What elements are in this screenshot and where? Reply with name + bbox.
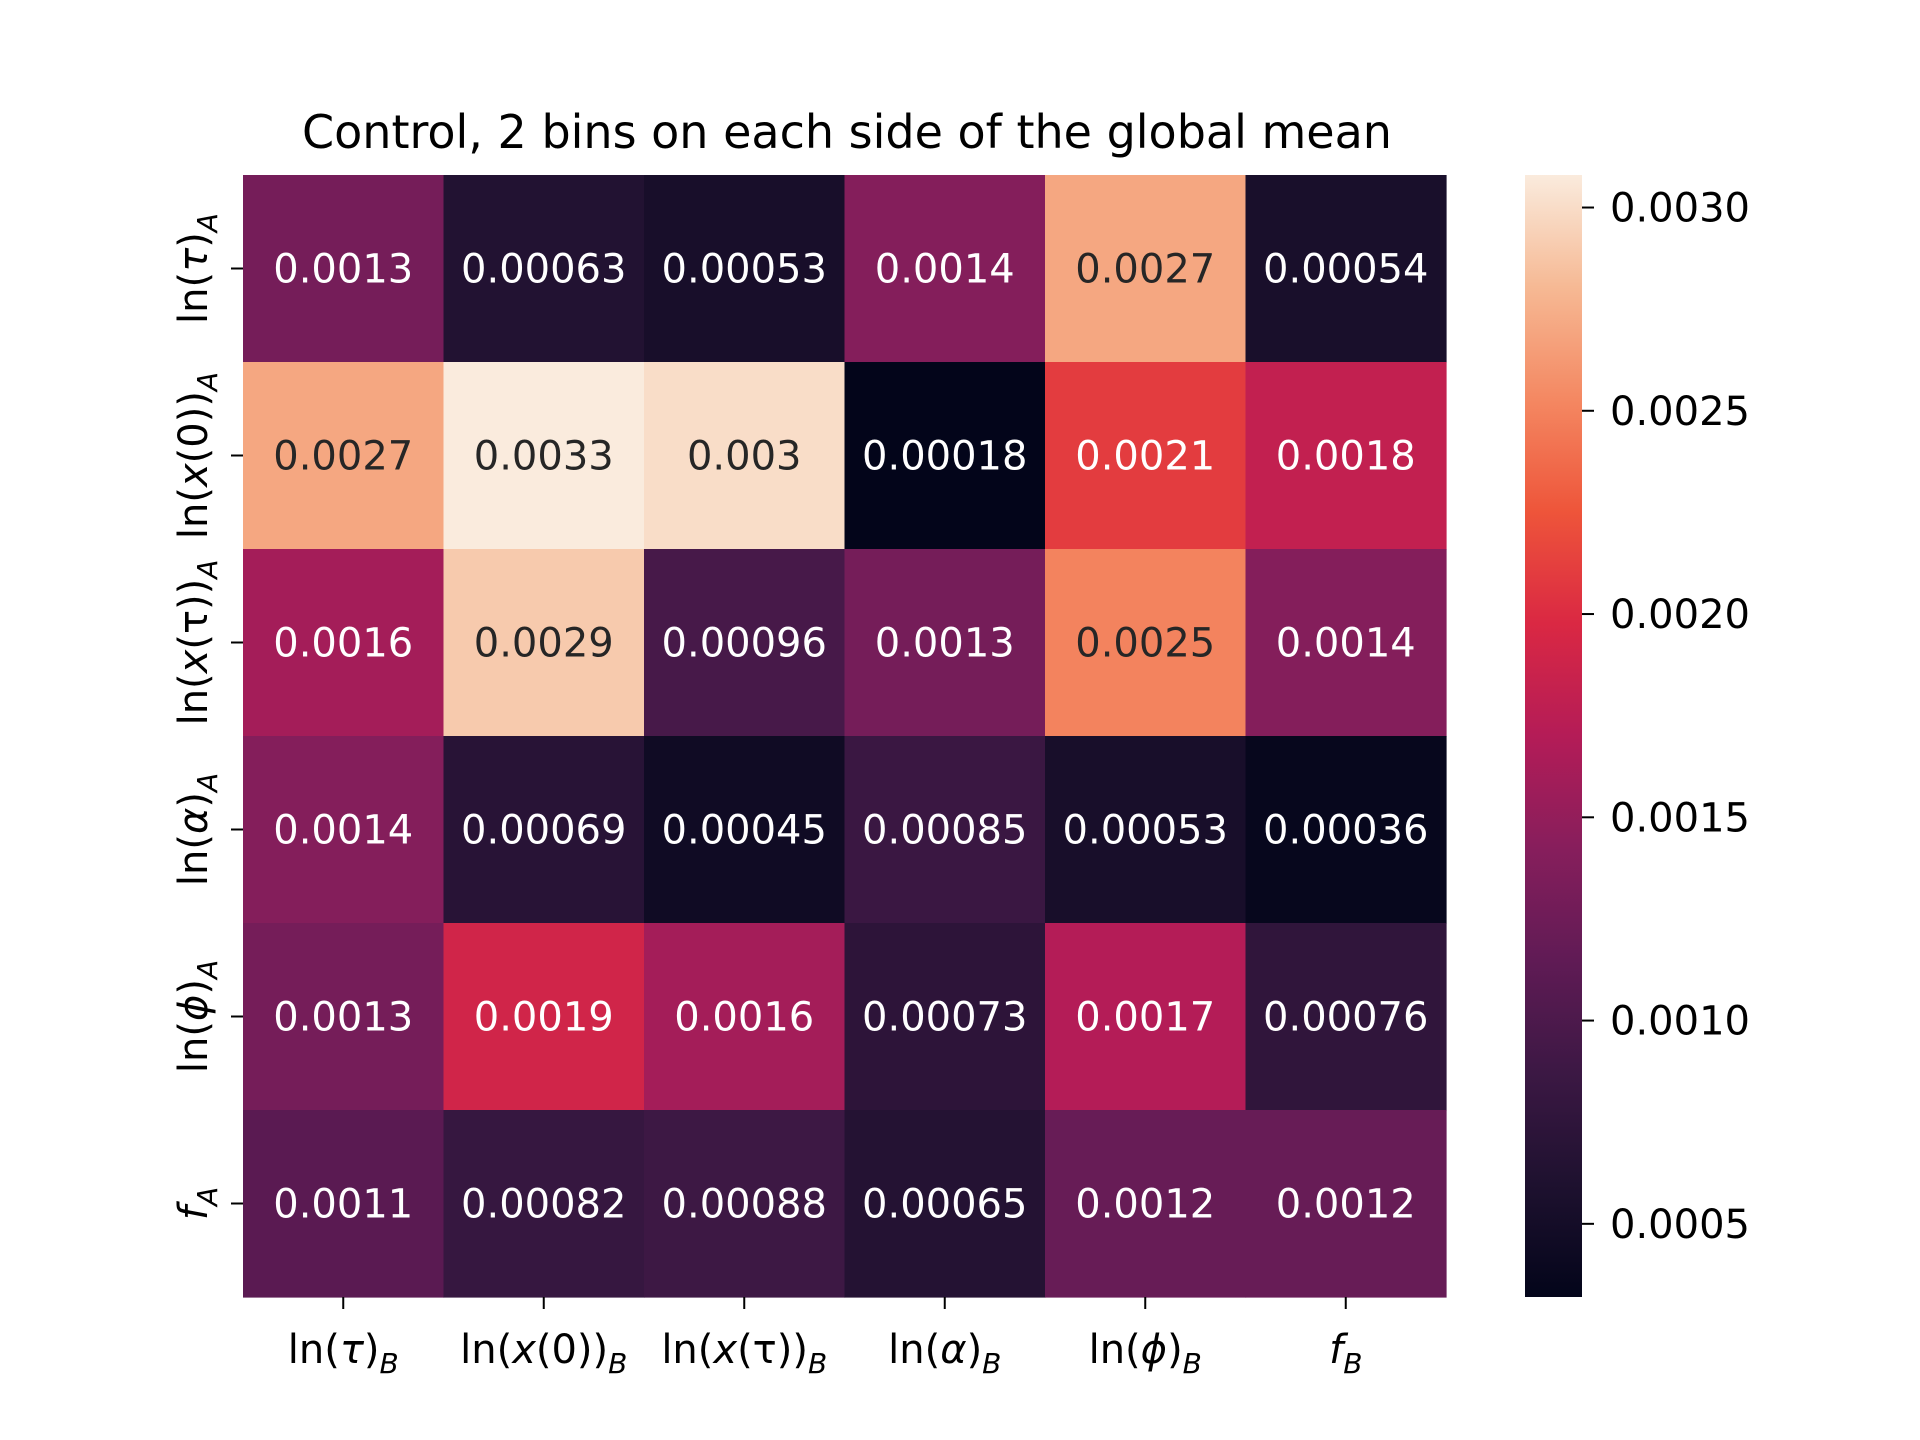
cell-value-label: 0.0012: [1075, 1182, 1215, 1228]
heatmap-cell: [644, 362, 846, 550]
cell-value-label: 0.0013: [875, 621, 1015, 667]
heatmap-cell: [844, 362, 1046, 550]
heatmap-cell: [844, 923, 1046, 1111]
chart-title: Control, 2 bins on each side of the glob…: [302, 105, 1392, 159]
heatmap-cell: [1045, 362, 1247, 550]
y-axis: ln(τ)A ln(x(0))A ln(x(τ))A ln(α)A ln(ϕ)A fA: [171, 213, 243, 1220]
y-tick-label: ln(ϕ)A: [171, 960, 224, 1073]
heatmap-cell: [1245, 549, 1447, 737]
x-tick-label: ln(τ)B: [288, 1327, 399, 1380]
heatmap-cell: [1045, 549, 1247, 737]
heatmap-cell: [443, 362, 645, 550]
heatmap-cell: [1245, 736, 1447, 924]
heatmap-cell: [844, 1110, 1046, 1298]
cell-value-label: 0.00063: [461, 247, 626, 293]
cell-value-label: 0.0013: [273, 247, 413, 293]
heatmap-cells: 0.0013 0.00063 0.00053 0.0014 0.0027 0.00054 0…: [243, 175, 1447, 1298]
heatmap-cell: [1045, 736, 1247, 924]
heatmap-cell: [644, 1110, 846, 1298]
cell-value-label: 0.00065: [862, 1182, 1027, 1228]
cell-value-label: 0.00036: [1263, 808, 1428, 854]
heatmap-cell: [243, 549, 445, 737]
y-tick-label: ln(α)A: [171, 773, 224, 886]
cell-value-label: 0.00096: [662, 621, 827, 667]
colorbar-tick-label: 0.0015: [1610, 795, 1750, 841]
heatmap-cell: [644, 923, 846, 1111]
heatmap-cell: [243, 923, 445, 1111]
colorbar-tick-label: 0.0030: [1610, 186, 1750, 232]
heatmap-cell: [1045, 923, 1247, 1111]
heatmap-cell: [443, 549, 645, 737]
colorbar: 0.0005 0.0010 0.0015 0.0020 0.0025 0.0030: [1525, 175, 1750, 1297]
colorbar-tick-label: 0.0010: [1610, 999, 1750, 1045]
cell-value-label: 0.0016: [674, 995, 814, 1041]
cell-value-label: 0.00073: [862, 995, 1027, 1041]
heatmap-cell: [243, 1110, 445, 1298]
cell-value-label: 0.00082: [461, 1182, 626, 1228]
x-tick-label: fB: [1329, 1327, 1362, 1380]
colorbar-tick-label: 0.0005: [1610, 1202, 1750, 1248]
y-tick-label: ln(τ)A: [171, 213, 224, 324]
cell-value-label: 0.0013: [273, 995, 413, 1041]
x-axis: ln(τ)B ln(x(0))B ln(x(τ))B ln(α)B ln(ϕ)B fB: [288, 1297, 1362, 1380]
cell-value-label: 0.0033: [474, 434, 614, 480]
cell-value-label: 0.00053: [662, 247, 827, 293]
heatmap-cell: [1245, 362, 1447, 550]
heatmap-cell: [243, 362, 445, 550]
cell-value-label: 0.0014: [273, 808, 413, 854]
cell-value-label: 0.00045: [662, 808, 827, 854]
cell-value-label: 0.0011: [273, 1182, 413, 1228]
cell-value-label: 0.0018: [1276, 434, 1416, 480]
cell-value-label: 0.0029: [474, 621, 614, 667]
cell-value-label: 0.00054: [1263, 247, 1428, 293]
cell-value-label: 0.0012: [1276, 1182, 1416, 1228]
colorbar-tick-label: 0.0020: [1610, 592, 1750, 638]
heatmap-cell: [243, 736, 445, 924]
heatmap-cell: [1245, 923, 1447, 1111]
cell-value-label: 0.0014: [875, 247, 1015, 293]
heatmap-cell: [844, 175, 1046, 363]
heatmap-cell: [443, 923, 645, 1111]
heatmap-cell: [443, 175, 645, 363]
heatmap-cell: [644, 549, 846, 737]
heatmap-cell: [844, 549, 1046, 737]
x-tick-label: ln(ϕ)B: [1089, 1327, 1202, 1380]
cell-value-label: 0.00088: [662, 1182, 827, 1228]
y-tick-label: ln(x(τ))A: [171, 560, 224, 726]
heatmap-cell: [1045, 175, 1247, 363]
cell-value-label: 0.0027: [273, 434, 413, 480]
heatmap-cell: [1245, 175, 1447, 363]
x-tick-label: ln(x(0))B: [460, 1327, 627, 1380]
heatmap-cell: [644, 736, 846, 924]
heatmap-cell: [243, 175, 445, 363]
cell-value-label: 0.00076: [1263, 995, 1428, 1041]
x-tick-label: ln(x(τ))B: [661, 1327, 827, 1380]
heatmap-cell: [443, 736, 645, 924]
y-tick-label: ln(x(0))A: [171, 372, 224, 539]
cell-value-label: 0.0021: [1075, 434, 1215, 480]
heatmap-cell: [644, 175, 846, 363]
heatmap-cell: [1045, 1110, 1247, 1298]
cell-value-label: 0.00085: [862, 808, 1027, 854]
cell-value-label: 0.0017: [1075, 995, 1215, 1041]
colorbar-tick-label: 0.0025: [1610, 389, 1750, 435]
heatmap-cell: [1245, 1110, 1447, 1298]
heatmap-cell: [844, 736, 1046, 924]
heatmap-cell: [443, 1110, 645, 1298]
cell-value-label: 0.00018: [862, 434, 1027, 480]
x-tick-label: ln(α)B: [888, 1327, 1001, 1380]
cell-value-label: 0.0019: [474, 995, 614, 1041]
cell-value-label: 0.00053: [1063, 808, 1228, 854]
y-tick-label: fA: [171, 1187, 224, 1220]
cell-value-label: 0.0025: [1075, 621, 1215, 667]
cell-value-label: 0.003: [687, 434, 802, 480]
cell-value-label: 0.00069: [461, 808, 626, 854]
cell-value-label: 0.0014: [1276, 621, 1416, 667]
colorbar-gradient: [1525, 175, 1582, 1297]
cell-value-label: 0.0016: [273, 621, 413, 667]
cell-value-label: 0.0027: [1075, 247, 1215, 293]
